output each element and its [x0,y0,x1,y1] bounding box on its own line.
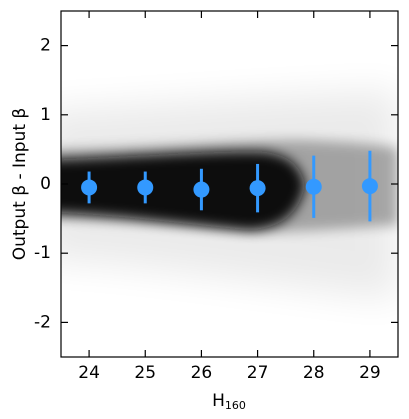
y-axis-label: Output β - Input β [10,108,30,261]
y-tick-label: -1 [34,243,51,263]
point [137,179,154,196]
point [81,179,98,196]
y-tick-label: 0 [40,174,51,194]
y-tick-label: -2 [34,312,51,332]
x-tick-label: 25 [134,363,156,383]
point [305,178,322,195]
x-tick-label: 26 [191,363,213,383]
x-tick-label: 27 [247,363,269,383]
x-axis-label-main: H [212,391,225,411]
x-tick-label: 24 [78,363,100,383]
y-tick-label: 1 [40,105,51,125]
x-tick-label: 29 [359,363,381,383]
x-axis-label: H160 [212,391,246,412]
point [249,180,266,197]
y-tick-label: 2 [40,36,51,56]
point [361,178,378,195]
point-cloud [61,90,398,300]
x-tick-label: 28 [303,363,325,383]
x-axis-label-subscript: 160 [225,399,246,412]
point [193,181,210,198]
